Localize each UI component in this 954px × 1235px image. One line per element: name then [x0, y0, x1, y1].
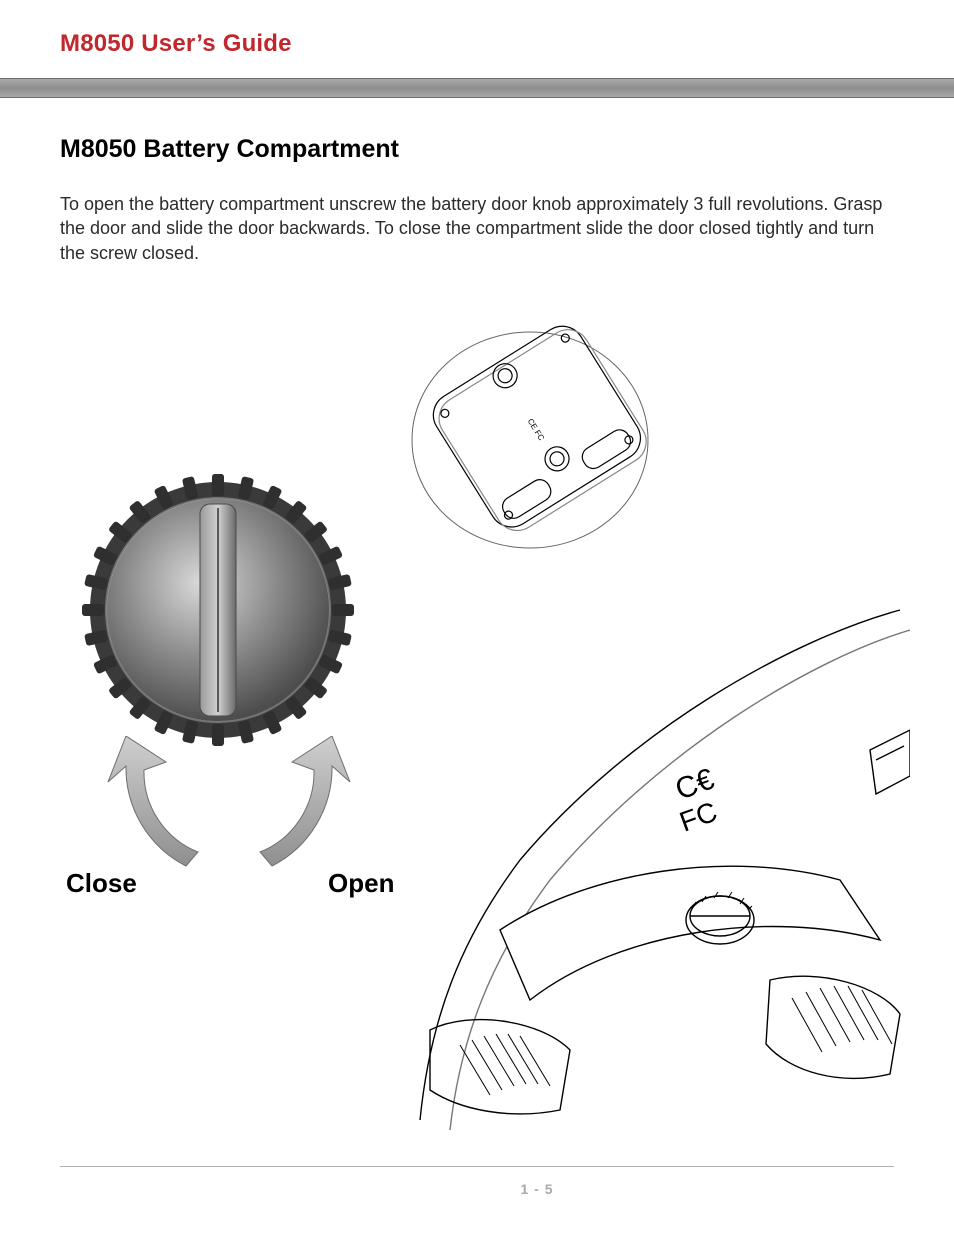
knob-icon [78, 470, 358, 750]
page-number: 1 - 5 [60, 1181, 954, 1197]
svg-text:CE FC: CE FC [526, 417, 546, 442]
content-block: M8050 Battery Compartment To open the ba… [60, 135, 894, 265]
section-heading: M8050 Battery Compartment [60, 135, 894, 164]
header-rule [0, 78, 954, 98]
illustration-area: CE FC [60, 300, 894, 1140]
arrow-close-icon [66, 736, 206, 886]
footer-rule [60, 1166, 894, 1167]
section-body: To open the battery compartment unscrew … [60, 192, 894, 265]
doc-title: M8050 User’s Guide [60, 30, 894, 58]
label-close: Close [66, 868, 137, 899]
knob-figure: Close Open [60, 470, 460, 890]
arrow-open-icon [252, 736, 392, 886]
label-open: Open [328, 868, 394, 899]
